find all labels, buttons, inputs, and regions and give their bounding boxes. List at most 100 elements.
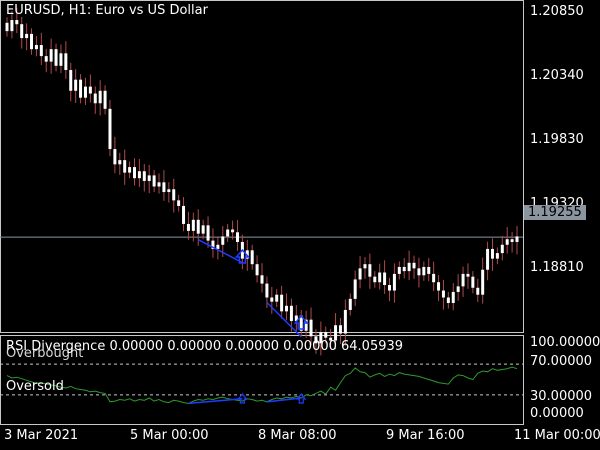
candle-body xyxy=(427,266,431,274)
candle-body xyxy=(500,244,504,254)
divergence-up-arrow-icon xyxy=(234,248,251,264)
candle-body xyxy=(231,229,235,233)
rsi-panel-frame xyxy=(0,335,524,425)
candle-body xyxy=(378,272,382,283)
price-tick: 1.18810 xyxy=(530,260,584,275)
chart-title: EURUSD, H1: Euro vs US Dollar xyxy=(6,3,208,18)
time-tick: 3 Mar 2021 xyxy=(4,428,79,443)
candle-body xyxy=(270,297,274,302)
candle-body xyxy=(260,275,264,284)
candle-body xyxy=(177,200,181,206)
candle-body xyxy=(329,337,333,341)
candle-body xyxy=(25,33,29,39)
indicator-title: RSI Divergence 0.00000 0.00000 0.00000 0… xyxy=(6,339,404,354)
candle-body xyxy=(79,79,83,98)
candle-body xyxy=(432,273,436,283)
rsi-divergence-line xyxy=(188,398,243,405)
candle-body xyxy=(201,225,205,234)
candle-body xyxy=(235,232,239,242)
candle-body xyxy=(348,298,352,310)
candle-body xyxy=(515,236,519,242)
candle-body xyxy=(476,287,480,295)
divergence-up-arrow-icon xyxy=(293,314,309,330)
candle-body xyxy=(255,264,259,276)
rsi-up-arrow-icon xyxy=(237,393,248,404)
overbought-label: Overbought xyxy=(6,346,84,361)
candle-body xyxy=(510,239,514,242)
candle-body xyxy=(402,266,406,272)
time-tick: 9 Mar 16:00 xyxy=(386,428,465,443)
candle-body xyxy=(10,20,14,32)
candle-body xyxy=(289,305,293,322)
candle-body xyxy=(338,325,342,334)
candle-body xyxy=(358,268,362,280)
oversold-label: Oversold xyxy=(6,379,64,394)
candle-body xyxy=(54,49,58,66)
candle-body xyxy=(59,53,63,66)
candle-body xyxy=(64,53,68,70)
candle-body xyxy=(123,160,127,173)
candle-body xyxy=(417,268,421,276)
candle-body xyxy=(505,239,509,245)
candle-body xyxy=(280,294,284,312)
price-tick: 1.20340 xyxy=(530,68,584,83)
candle-body xyxy=(437,282,441,291)
candle-body xyxy=(294,315,298,322)
candle-body xyxy=(368,264,372,277)
rsi-tick: 100.00000 xyxy=(530,335,600,350)
price-panel-frame xyxy=(0,0,524,333)
candle-body xyxy=(221,236,225,245)
candle-body xyxy=(15,20,19,25)
candle-body xyxy=(481,269,485,295)
candle-body xyxy=(441,290,445,298)
candle-body xyxy=(93,93,97,104)
candle-body xyxy=(30,33,34,50)
time-tick: 8 Mar 08:00 xyxy=(258,428,337,443)
candle-body xyxy=(20,24,24,39)
candle-body xyxy=(147,175,151,181)
candle-body xyxy=(265,283,269,298)
candle-body xyxy=(412,262,416,269)
candle-body xyxy=(226,229,230,237)
candle-body xyxy=(5,22,9,32)
candle-body xyxy=(397,266,401,274)
candle-body xyxy=(490,248,494,259)
candle-body xyxy=(392,273,396,291)
candle-body xyxy=(309,319,313,337)
candle-body xyxy=(343,309,347,334)
candle-body xyxy=(245,250,249,259)
rsi-tick: 70.00000 xyxy=(530,354,593,369)
time-tick: 11 Mar 00:00 xyxy=(514,428,600,443)
price-tick: 1.19830 xyxy=(530,132,584,147)
candle-body xyxy=(422,266,426,276)
candle-body xyxy=(44,56,48,62)
candle-body xyxy=(206,225,210,241)
candle-body xyxy=(373,276,377,283)
candle-body xyxy=(162,182,166,193)
candle-body xyxy=(451,291,455,304)
candle-body xyxy=(383,272,387,285)
candle-body xyxy=(461,273,465,287)
candle-body xyxy=(304,319,308,331)
candle-body xyxy=(172,189,176,201)
current-price-tag: 1.19255 xyxy=(524,205,586,220)
rsi-panel xyxy=(0,363,523,405)
candle-body xyxy=(69,69,73,91)
candle-body xyxy=(108,108,112,150)
candle-body xyxy=(98,90,102,104)
candle-body xyxy=(471,276,475,288)
price-tick: 1.20850 xyxy=(530,4,584,19)
candle-body xyxy=(334,325,338,341)
candle-body xyxy=(191,219,195,231)
candle-body xyxy=(74,79,78,91)
candle-body xyxy=(353,279,357,299)
candle-body xyxy=(137,171,141,179)
divergence-lines xyxy=(197,239,309,338)
candle-body xyxy=(128,167,132,173)
rsi-tick: 30.00000 xyxy=(530,389,593,404)
candle-body xyxy=(39,45,43,57)
candle-body xyxy=(182,205,186,224)
rsi-line xyxy=(6,366,518,404)
price-divergence-line xyxy=(197,239,243,264)
